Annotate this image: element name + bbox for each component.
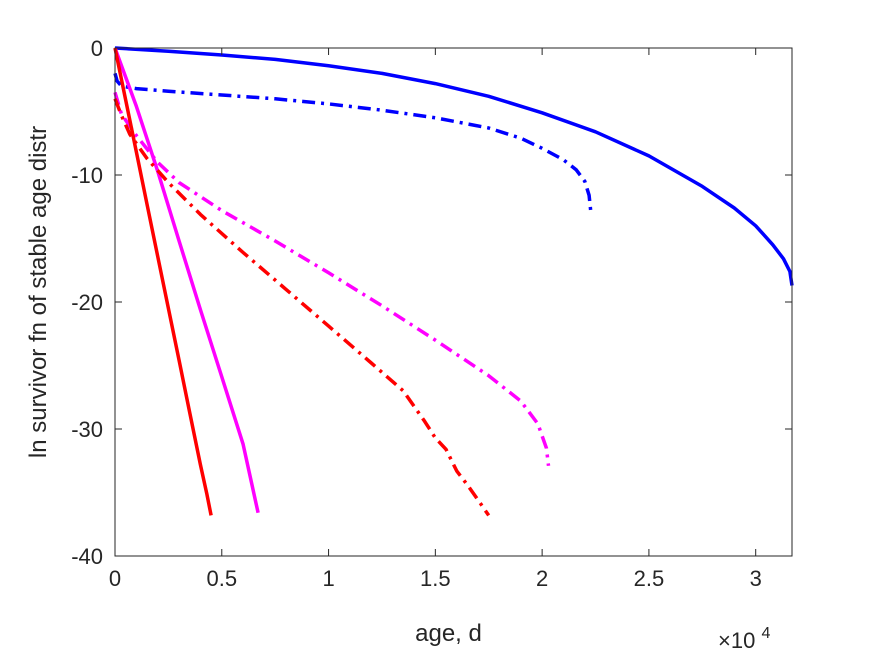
series-line-5 [113, 47, 213, 516]
y-tick-label: 0 [91, 36, 103, 61]
y-tick-label: -30 [71, 417, 103, 442]
series-layer [113, 46, 794, 517]
x-axis-multiplier: ×10 4 [718, 625, 770, 653]
plot-area-frame [114, 47, 793, 557]
x-tick-label: 0.5 [206, 566, 237, 591]
series-line-6 [113, 98, 491, 517]
tick-layer: 0 0.5 1 1.5 2 2.5 3 0 -10 -20 -30 -40 [71, 36, 792, 591]
x-axis-multiplier-exponent: 4 [761, 625, 770, 642]
x-tick-label: 2 [536, 566, 548, 591]
y-tick-label: -40 [71, 544, 103, 569]
x-tick-label: 0 [109, 566, 121, 591]
series-line-1 [114, 46, 794, 286]
series-line-3 [113, 47, 260, 514]
series-line-4 [113, 91, 551, 467]
y-tick-label: -10 [71, 163, 103, 188]
x-tick-label: 1.5 [420, 566, 451, 591]
x-tick-label: 3 [750, 566, 762, 591]
x-tick-label: 2.5 [634, 566, 665, 591]
x-axis-label: age, d [415, 620, 482, 647]
x-axis-multiplier-base: ×10 [718, 628, 755, 653]
y-tick-label: -20 [71, 290, 103, 315]
x-tick-label: 1 [322, 566, 334, 591]
y-axis-label: ln survivor fn of stable age distr [25, 126, 52, 458]
series-line-2 [113, 72, 593, 216]
